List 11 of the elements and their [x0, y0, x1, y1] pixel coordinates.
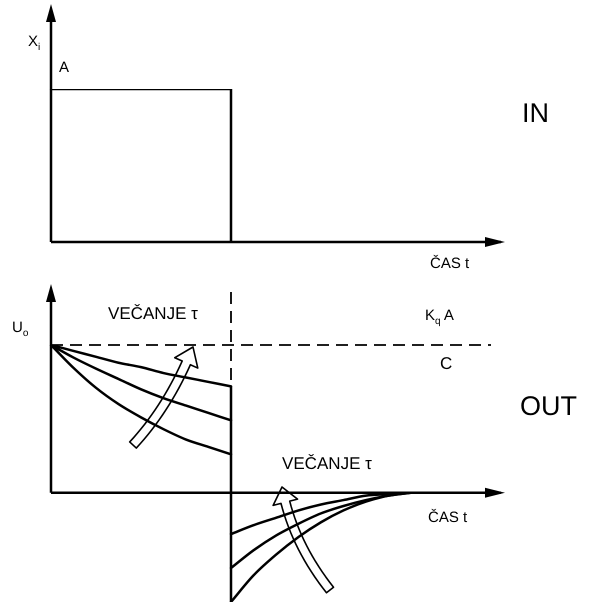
y-axis-title: U$_{o}$ [12, 319, 28, 339]
text: A [59, 59, 70, 76]
annotation: VEČANJE τ [282, 454, 372, 473]
y-axis-title: X$_{i}$ [28, 33, 40, 53]
text: IN [522, 98, 549, 128]
text: VEČANJE τ [108, 304, 198, 323]
annotation: C [440, 354, 452, 373]
x-axis-title: ČAS t [428, 509, 468, 526]
x-axis-title: ČAS t [430, 255, 470, 272]
text: OUT [520, 391, 577, 421]
ref-line-label: K$_{q}$ A [425, 307, 454, 327]
